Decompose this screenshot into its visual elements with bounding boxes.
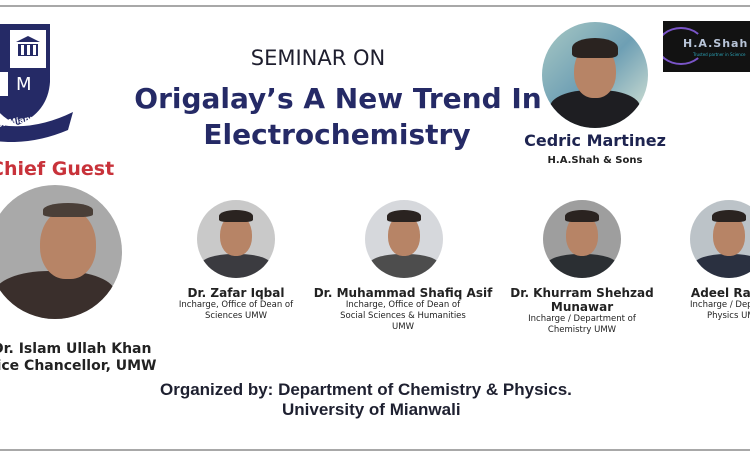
- panel-member-2: Dr. Muhammad Shafiq Asif Incharge, Offic…: [314, 286, 493, 333]
- organizer-line1: Organized by: Department of Chemistry & …: [160, 380, 572, 399]
- organizer-line2: University of Mianwali: [282, 400, 461, 419]
- panel-member-1: Dr. Zafar Iqbal Incharge, Office of Dean…: [179, 286, 293, 322]
- chief-guest-label: Chief Guest: [0, 158, 115, 180]
- top-divider: [0, 5, 750, 7]
- panel-member-4: Adeel Rashid Incharge / Department of Ph…: [690, 286, 750, 322]
- seminar-kicker: SEMINAR ON: [250, 46, 386, 70]
- sponsor-logo-text: H.A.Shah: [683, 37, 749, 50]
- panel-role: Sciences UMW: [204, 311, 268, 321]
- panel-name: Dr. Muhammad Shafiq Asif: [313, 286, 493, 300]
- panel-role: Incharge / Department of: [528, 314, 636, 324]
- panel-photo-4: [690, 200, 750, 278]
- panel-photo-2: [365, 200, 443, 278]
- chief-guest-title: Vice Chancellor, UMW: [0, 358, 157, 374]
- panel-role: Social Sciences & Humanities: [340, 311, 466, 321]
- sponsor-logo: H.A.Shah Trusted partner in Science: [663, 21, 750, 72]
- panel-role: Incharge, Office of Dean of: [178, 300, 294, 310]
- sponsor-logo-tagline: Trusted partner in Science: [693, 52, 746, 57]
- speaker-photo: [542, 22, 648, 128]
- panel-role: Physics UMW: [706, 311, 750, 321]
- chief-guest-name: Dr. Islam Ullah Khan: [0, 341, 152, 357]
- panel-role: Chemistry UMW: [547, 325, 617, 335]
- orbit-icon: [663, 27, 705, 65]
- logo-letter: M: [16, 74, 32, 95]
- panel-role: UMW: [392, 322, 414, 332]
- shield-icon: [0, 24, 73, 143]
- panel-photo-1: [197, 200, 275, 278]
- speaker-affiliation: H.A.Shah & Sons: [547, 155, 643, 166]
- bottom-divider: [0, 449, 750, 451]
- panel-name: Dr. Zafar Iqbal: [187, 286, 285, 300]
- seminar-title-line1: Origalay’s A New Trend In: [134, 82, 542, 115]
- seminar-title-line2: Electrochemistry: [203, 118, 471, 151]
- panel-name: Dr. Khurram Shehzad: [510, 286, 654, 300]
- speaker-name: Cedric Martinez: [524, 131, 666, 150]
- panel-role: Incharge / Department of: [690, 300, 750, 310]
- university-logo: M University of Mianwali: [0, 22, 78, 143]
- panel-name: Adeel Rashid: [690, 286, 750, 300]
- panel-member-3: Dr. Khurram Shehzad Munawar Incharge / D…: [510, 286, 653, 336]
- panel-role: Incharge, Office of Dean of: [345, 300, 461, 310]
- chief-guest-photo: [0, 185, 122, 319]
- panel-name-line2: Munawar: [550, 300, 614, 314]
- panel-photo-3: [543, 200, 621, 278]
